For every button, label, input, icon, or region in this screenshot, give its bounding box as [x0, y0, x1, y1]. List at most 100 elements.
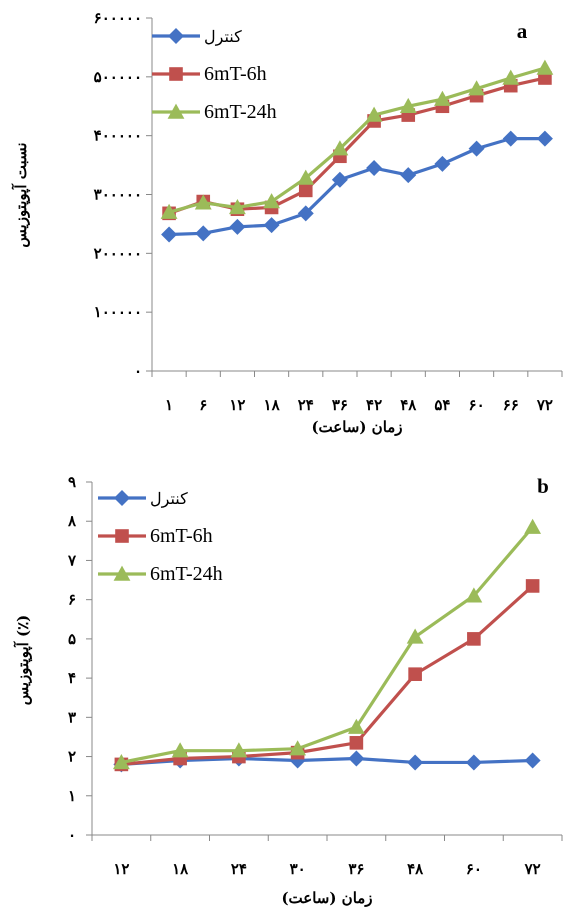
y-tick-label: ۵۰۰۰۰۰ [94, 68, 142, 86]
data-point [347, 718, 365, 734]
y-tick-label: ۴۰۰۰۰۰ [94, 127, 142, 145]
x-tick-label: ۱۸ [172, 860, 189, 878]
legend: کنترل 6mT-6h 6mT-24h [152, 27, 277, 123]
data-point [195, 225, 212, 242]
data-point [434, 90, 451, 106]
data-point [349, 736, 364, 750]
x-tick-label: ۴۲ [366, 396, 382, 414]
x-tick-label: ۲۴ [231, 860, 247, 878]
y-axis-title: نسبت آپوپتوزیس [11, 142, 31, 247]
x-tick-label: ۳۰ [290, 860, 306, 878]
data-point [229, 218, 246, 235]
data-point [502, 130, 519, 147]
legend-label: کنترل [204, 27, 242, 46]
series-line [168, 66, 546, 214]
x-tick-label: ۶۶ [503, 396, 519, 414]
series-line [121, 756, 533, 766]
data-point [331, 140, 349, 156]
x-tick-label: ۴۸ [407, 860, 424, 878]
x-tick-label: ۷۲ [536, 396, 553, 414]
y-tick-label: ۰ [134, 362, 142, 380]
data-point [465, 754, 482, 771]
y-tick-label: ۲ [68, 748, 76, 766]
data-point [524, 518, 542, 534]
data-point [536, 130, 553, 147]
legend-marker [113, 565, 131, 581]
y-tick-label: ۶ [68, 591, 76, 609]
x-tick-label: ۷۲ [524, 860, 541, 878]
data-point [289, 740, 307, 756]
data-point [408, 667, 422, 681]
data-point [348, 750, 365, 767]
data-point [263, 217, 280, 234]
legend-marker [168, 28, 184, 44]
data-point [298, 183, 313, 198]
x-axis-title: زمان (ساعت) [311, 418, 402, 436]
chart-panel-a: ۰ ۱۰۰۰۰۰ ۲۰۰۰۰۰ ۳۰۰۰۰۰ ۴۰۰۰۰۰ ۵۰۰۰۰۰ ۶۰۰۰۰۰ ۱ ۶ ۱… [11, 9, 563, 436]
data-point [467, 632, 481, 646]
y-tick-label: ۰ [68, 826, 76, 844]
series-2 [112, 518, 542, 770]
legend-label: 6mT-6h [204, 63, 267, 85]
y-tick-label: ۸ [67, 512, 77, 530]
y-tick-label: ۴ [68, 669, 76, 687]
data-point [407, 754, 424, 771]
y-tick-label: ۳۰۰۰۰۰ [94, 186, 142, 204]
x-tick-label: ۳۶ [348, 860, 364, 878]
y-tick-label: ۷ [67, 551, 77, 569]
series-1 [114, 579, 540, 772]
data-point [434, 155, 451, 172]
x-tick-label: ۱ [165, 396, 173, 414]
data-point [263, 193, 280, 209]
legend-marker [114, 490, 130, 506]
legend-marker [115, 529, 129, 543]
y-tick-label: ۱ [68, 787, 76, 805]
data-point [524, 752, 541, 769]
series-0 [161, 130, 553, 243]
series-line [121, 526, 534, 765]
data-point [171, 742, 189, 758]
series-line [121, 584, 534, 766]
series-1 [162, 71, 552, 221]
legend-marker [169, 67, 183, 81]
panel-label: b [537, 474, 549, 498]
data-point [525, 579, 540, 593]
legend-label: کنترل [150, 489, 188, 508]
legend-label: 6mT-6h [150, 525, 213, 547]
x-tick-label: ۵۴ [434, 396, 450, 414]
y-tick-label: ۱۰۰۰۰۰ [94, 303, 142, 321]
data-point [297, 169, 315, 185]
x-axis-title: زمان (ساعت) [281, 889, 372, 907]
x-tick-label: ۲۴ [298, 396, 314, 414]
data-point [536, 59, 554, 75]
data-point [297, 205, 314, 222]
data-point [400, 167, 417, 184]
data-point [399, 97, 417, 113]
data-point [112, 754, 130, 770]
x-tick-label: ۳۶ [332, 396, 348, 414]
data-point [229, 199, 246, 215]
series-2 [160, 59, 554, 219]
y-tick-label: ۶۰۰۰۰۰ [94, 9, 142, 27]
series-line [169, 137, 545, 237]
data-point [161, 226, 178, 243]
panel-label: a [517, 19, 528, 43]
data-point [160, 203, 178, 219]
data-point [406, 628, 424, 644]
legend-label: 6mT-24h [150, 563, 223, 585]
x-tick-label: ۱۲ [113, 860, 129, 878]
data-point [502, 69, 520, 85]
y-tick-label: ۵ [68, 630, 76, 648]
data-point [194, 194, 212, 210]
x-tick-label: ۶۰ [466, 860, 482, 878]
data-point [465, 587, 483, 603]
data-point [365, 106, 383, 122]
y-tick-label: ۲۰۰۰۰۰ [94, 244, 142, 262]
data-point [331, 171, 348, 188]
x-tick-label: ۶ [199, 396, 207, 414]
data-point [468, 80, 485, 96]
legend-marker [167, 103, 185, 119]
y-tick-label: ۳ [68, 708, 76, 726]
